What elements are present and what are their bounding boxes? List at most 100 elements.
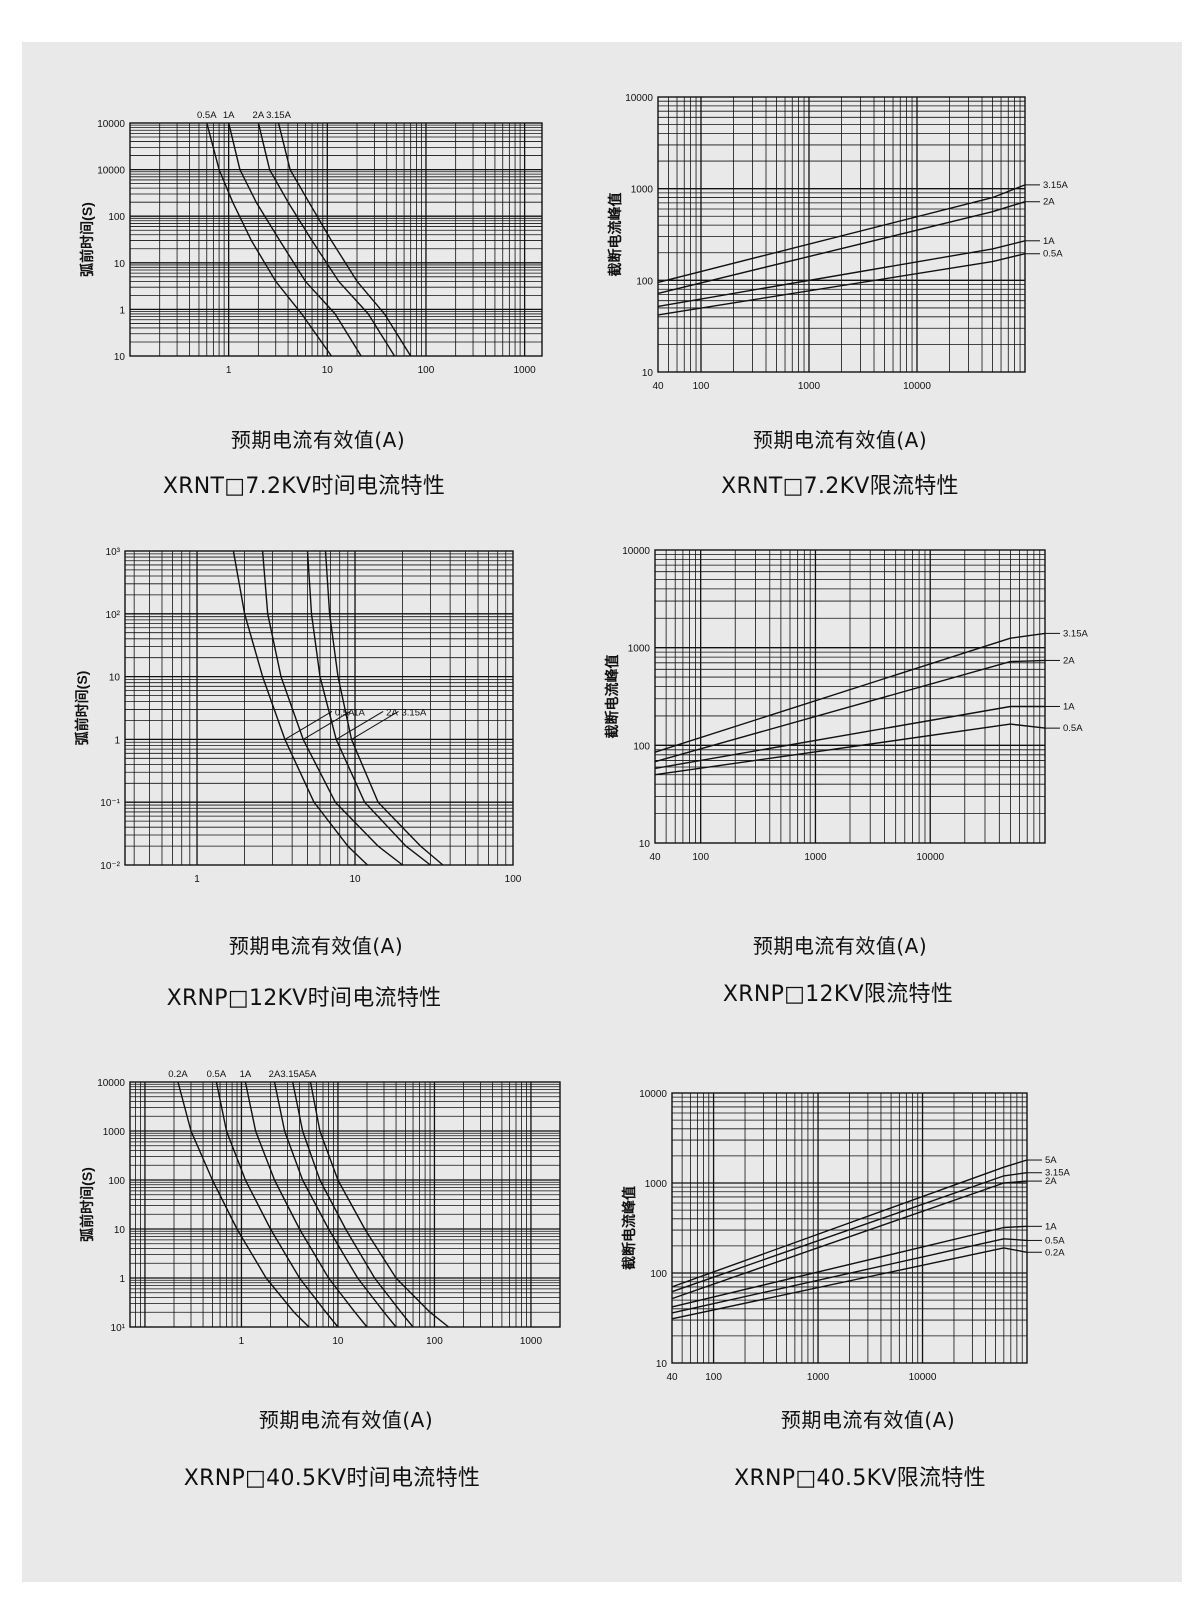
series-label: 1A [240, 1069, 252, 1080]
y-gridlines [125, 553, 513, 847]
y-tick-label: 10¹ [111, 1323, 126, 1334]
y-tick-label: 10 [639, 839, 651, 850]
x-tick-label: 10000 [903, 381, 931, 392]
series-label: 1A [1063, 701, 1075, 712]
y-tick-label: 10000 [97, 1078, 125, 1089]
x-tick-label: 100 [705, 1372, 722, 1383]
series-label: 5A [1045, 1155, 1057, 1166]
series-label: 2A [386, 707, 398, 718]
plot-frame [657, 96, 1026, 373]
series-line-1A [657, 240, 1026, 308]
y-tick-label: 10 [642, 368, 654, 379]
x-tick-label: 1000 [804, 852, 827, 863]
x-tick-label: 1000 [798, 381, 821, 392]
y-tick-label: 10 [109, 673, 121, 684]
series-label: 1A [223, 110, 235, 121]
series-leader [335, 710, 384, 740]
chart-6-xlabel: 预期电流有效值(A) [780, 1408, 956, 1432]
series-label: 3.15A [266, 110, 291, 121]
x-tick-label: 10 [332, 1336, 344, 1347]
y-axis-label: 弧前时间(S) [74, 671, 90, 746]
series-line-0.5A [657, 253, 1026, 316]
y-tick-label: 10 [656, 1359, 668, 1370]
chart-4: 40 100 1000 10000 10000 1000 100 10 截断电流峰值 3.15A 2… [604, 546, 1088, 863]
series-line-3.15A [654, 632, 1046, 753]
chart-2: 40 100 1000 10000 10000 1000 100 10 截断电流峰值 3.15A 2… [607, 93, 1068, 392]
series-label: 2A [253, 110, 265, 121]
y-tick-label: 10000 [639, 1089, 667, 1100]
y-tick-label: 100 [108, 1176, 125, 1187]
series-label: 0.5A [335, 707, 355, 718]
series-label: 1A [353, 707, 365, 718]
chart-2-title: XRNT□7.2KV限流特性 [721, 474, 959, 499]
series-line-1A [228, 122, 362, 357]
series-label: 0.5A [207, 1069, 227, 1080]
chart-5-title: XRNP□40.5KV时间电流特性 [183, 1466, 481, 1491]
x-gridlines [681, 1093, 1023, 1363]
chart-4-title: XRNP□12KV限流特性 [722, 982, 954, 1007]
series-label: 3.15A [1063, 628, 1088, 639]
x-tick-label: 10000 [916, 852, 944, 863]
y-tick-label: 100 [633, 741, 650, 752]
y-tick-label: 10² [106, 610, 121, 621]
series-line-5A [671, 1159, 1028, 1288]
chart-3-xlabel: 预期电流有效值(A) [228, 934, 404, 958]
y-tick-label: 10000 [97, 166, 125, 177]
x-tick-label: 10 [349, 874, 361, 885]
series-line-0.5A [654, 723, 1046, 776]
x-tick-label: 1 [226, 365, 232, 376]
y-tick-label: 1000 [103, 1127, 126, 1138]
y-tick-label: 1000 [628, 644, 651, 655]
series-line-2A [657, 201, 1026, 295]
y-tick-label: 100 [650, 1269, 667, 1280]
y-axis-label: 弧前时间(S) [79, 1167, 95, 1242]
chart-5: 1 10 100 1000 10000 1000 100 10 1 10¹ 弧前时间(S) 0.2A 0… [79, 1069, 561, 1347]
x-tick-label: 10000 [909, 1372, 937, 1383]
series-line-5A [309, 1081, 450, 1328]
plot-frame [129, 122, 543, 357]
x-tick-label: 100 [505, 874, 522, 885]
series-label: 5A [305, 1069, 317, 1080]
series-label: 3.15A [280, 1069, 305, 1080]
series-label: 2A [1045, 1176, 1057, 1187]
series-label: 1A [1043, 236, 1055, 247]
series-line-0.5A [232, 550, 368, 866]
chart-5-xlabel: 预期电流有效值(A) [258, 1408, 434, 1432]
y-tick-label: 100 [108, 212, 125, 223]
series-leader [302, 710, 351, 740]
series-label: 0.5A [197, 110, 217, 121]
y-axis-label: 截断电流峰值 [621, 1186, 637, 1270]
series-leader [351, 710, 399, 740]
series-label: 3.15A [1045, 1168, 1070, 1179]
chart-6: 40 100 1000 10000 10000 1000 100 10 截断电流峰值 5A 3.15… [621, 1089, 1070, 1383]
y-tick-label: 1000 [631, 185, 654, 196]
series-label: 2A [269, 1069, 281, 1080]
series-line-3.15A [671, 1172, 1028, 1293]
y-tick-label: 10 [114, 1225, 126, 1236]
series-line-0.5A [215, 1081, 339, 1328]
series-label: 3.15A [1043, 180, 1068, 191]
x-tick-label: 40 [652, 381, 664, 392]
x-tick-label: 100 [426, 1336, 443, 1347]
x-gridlines [665, 550, 1041, 843]
x-tick-label: 1000 [514, 365, 537, 376]
y-tick-label: 10³ [106, 547, 121, 558]
chart-1-title: XRNT□7.2KV时间电流特性 [162, 474, 446, 499]
chart-3-title: XRNP□12KV时间电流特性 [166, 986, 442, 1011]
series-label: 3.15A [401, 707, 426, 718]
y-tick-label: 10000 [622, 546, 650, 557]
x-tick-label: 40 [649, 852, 661, 863]
x-tick-label: 100 [692, 852, 709, 863]
y-tick-label: 10 [114, 352, 126, 363]
y-tick-label: 1 [119, 305, 125, 316]
x-tick-label: 10 [322, 365, 334, 376]
plot-frame [671, 1092, 1028, 1364]
series-line-2A [654, 659, 1046, 763]
series-label: 0.5A [1043, 249, 1063, 260]
chart-4-xlabel: 预期电流有效值(A) [752, 934, 928, 958]
y-tick-label: 10000 [97, 119, 125, 130]
x-tick-label: 1 [239, 1336, 245, 1347]
x-gridlines [135, 1082, 532, 1327]
series-line-3.15A [657, 184, 1026, 284]
